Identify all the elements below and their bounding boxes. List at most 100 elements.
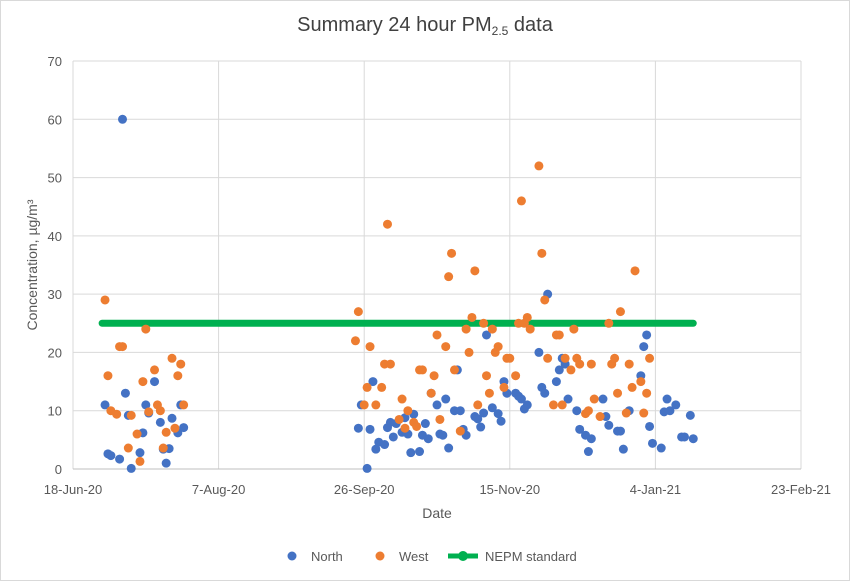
y-tick-label: 0 <box>55 462 62 477</box>
north-point <box>444 443 454 453</box>
north-point <box>493 409 503 419</box>
north-point <box>420 419 430 429</box>
gridlines <box>72 60 802 469</box>
north-point <box>604 420 614 430</box>
west-point <box>482 371 492 381</box>
west-point <box>173 371 183 381</box>
west-point <box>470 266 480 276</box>
legend: North West NEPM standard <box>287 549 577 564</box>
west-point <box>132 429 142 439</box>
north-point <box>155 417 165 427</box>
west-point <box>467 312 477 322</box>
north-point <box>371 444 381 454</box>
west-point <box>511 371 521 381</box>
y-tick-label: 10 <box>48 404 62 419</box>
west-point <box>461 324 471 334</box>
north-point <box>476 422 486 432</box>
y-tick-label: 60 <box>48 112 62 127</box>
west-point <box>377 382 387 392</box>
west-point <box>112 409 122 419</box>
west-point <box>362 382 372 392</box>
west-point <box>417 365 427 375</box>
west-point <box>403 406 413 416</box>
west-point <box>589 394 599 404</box>
west-point <box>566 365 576 375</box>
north-point <box>572 406 582 416</box>
west-point <box>548 400 558 410</box>
north-point <box>671 400 681 410</box>
west-point <box>639 408 649 418</box>
west-point <box>135 456 145 466</box>
north-point <box>662 394 672 404</box>
west-point <box>522 312 532 322</box>
legend-north-label: North <box>311 549 343 564</box>
west-point <box>176 359 186 369</box>
north-point <box>380 440 390 450</box>
west-point <box>350 336 360 346</box>
north-point <box>615 426 625 436</box>
north-point <box>516 394 526 404</box>
x-axis-ticks: 18-Jun-20 7-Aug-20 26-Sep-20 15-Nov-20 4-Jan… <box>44 482 831 497</box>
west-point <box>161 427 171 437</box>
x-tick-label: 4-Jan-21 <box>630 482 681 497</box>
west-point <box>138 377 148 387</box>
legend-west-marker <box>375 551 385 561</box>
west-point <box>484 388 494 398</box>
west-point <box>525 324 535 334</box>
north-point <box>368 377 378 387</box>
west-point <box>621 408 631 418</box>
north-point <box>106 451 116 461</box>
west-point <box>505 353 515 363</box>
west-point <box>371 400 381 410</box>
west-point <box>179 400 189 410</box>
west-point <box>400 423 410 433</box>
west-point <box>123 443 133 453</box>
north-point <box>496 416 506 426</box>
west-point <box>595 412 605 422</box>
north-point <box>115 454 125 464</box>
west-point <box>630 266 640 276</box>
north-point <box>100 400 110 410</box>
north-point <box>618 444 628 454</box>
x-tick-label: 15-Nov-20 <box>479 482 540 497</box>
legend-nepm-standard-label: NEPM standard <box>485 549 577 564</box>
west-point <box>636 377 646 387</box>
north-point <box>423 434 433 444</box>
west-point <box>540 295 550 305</box>
north-point <box>118 114 128 124</box>
north-point <box>167 413 177 423</box>
west-point <box>385 359 395 369</box>
west-point <box>624 359 634 369</box>
plot-area <box>98 114 698 473</box>
west-point <box>487 324 497 334</box>
legend-west-label: West <box>399 549 429 564</box>
west-point <box>604 318 614 328</box>
west-point <box>447 248 457 258</box>
west-point <box>543 353 553 363</box>
west-point <box>397 394 407 404</box>
north-point <box>598 394 608 404</box>
north-point <box>522 400 532 410</box>
legend-nepm-standard-marker <box>458 551 468 561</box>
west-point <box>583 406 593 416</box>
west-point <box>473 400 483 410</box>
west-point <box>586 359 596 369</box>
west-point <box>560 353 570 363</box>
west-point <box>435 414 445 424</box>
north-point <box>586 434 596 444</box>
x-tick-label: 23-Feb-21 <box>771 482 831 497</box>
north-point <box>583 447 593 457</box>
west-point <box>455 426 465 436</box>
north-point <box>179 423 189 433</box>
west-point <box>449 365 459 375</box>
north-point <box>680 432 690 442</box>
north-point <box>406 448 416 458</box>
west-point <box>150 365 160 375</box>
north-point <box>141 400 151 410</box>
north-point <box>647 438 657 448</box>
north-point <box>120 388 130 398</box>
north-point <box>353 423 363 433</box>
west-point <box>441 342 451 352</box>
